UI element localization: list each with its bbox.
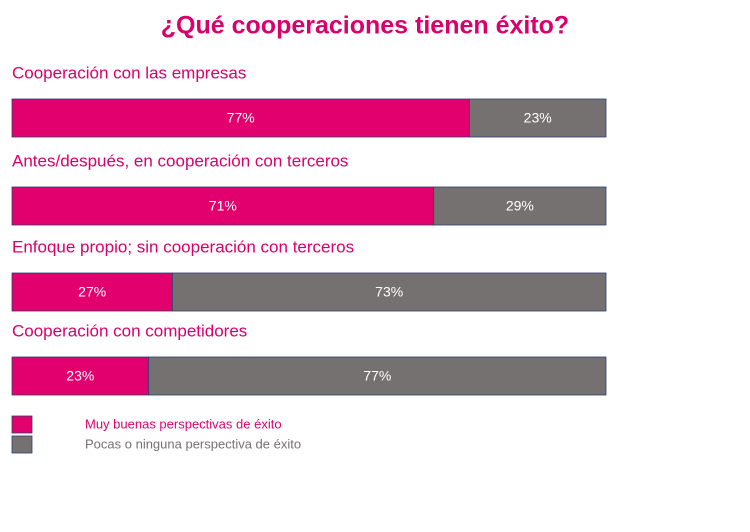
category-label: Antes/después, en cooperación con tercer… [12, 151, 348, 170]
chart-title: ¿Qué cooperaciones tienen éxito? [161, 12, 569, 40]
category-label: Enfoque propio; sin cooperación con terc… [12, 237, 354, 256]
bar-segment [171, 272, 607, 312]
data-label: 71% [209, 198, 237, 214]
data-label: 23% [66, 368, 94, 384]
bar-segment [468, 98, 607, 138]
bar-segment [11, 98, 470, 138]
bar-segment [148, 356, 607, 396]
legend-swatch [11, 435, 33, 454]
data-label: 77% [227, 110, 255, 126]
data-label: 23% [524, 110, 552, 126]
legend-label: Muy buenas perspectivas de éxito [85, 416, 282, 431]
category-label: Cooperación con competidores [12, 321, 247, 340]
data-label: 29% [506, 198, 534, 214]
bar-segment [11, 356, 150, 396]
bar-segment [11, 272, 173, 312]
data-label: 27% [78, 284, 106, 300]
legend-label: Pocas o ninguna perspectiva de éxito [85, 436, 301, 451]
bar-segment [11, 186, 435, 226]
bar-segment [433, 186, 607, 226]
legend-swatch [11, 415, 33, 434]
category-label: Cooperación con las empresas [12, 63, 246, 82]
data-label: 77% [363, 368, 391, 384]
data-label: 73% [375, 284, 403, 300]
